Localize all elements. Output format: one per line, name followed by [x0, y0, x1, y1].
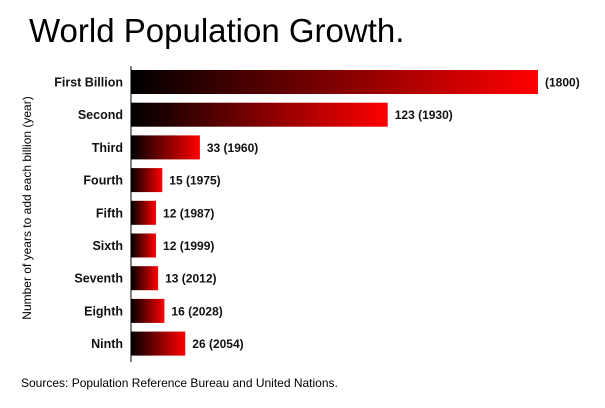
- bar: [131, 331, 186, 356]
- category-label: Fifth: [96, 206, 123, 220]
- data-label: 26 (2054): [192, 337, 243, 351]
- data-label: 12 (1987): [163, 206, 214, 220]
- category-label: Eighth: [84, 304, 123, 318]
- bar: [131, 70, 538, 94]
- data-label: 16 (2028): [171, 304, 222, 318]
- category-label: Third: [92, 141, 123, 155]
- bar: [131, 102, 388, 127]
- bar: [131, 233, 157, 258]
- bar: [131, 168, 163, 193]
- data-label: 33 (1960): [207, 141, 258, 155]
- category-label: Ninth: [91, 337, 123, 351]
- bar: [131, 298, 165, 323]
- bar: [131, 266, 159, 291]
- chart-title: World Population Growth.: [29, 12, 405, 49]
- bar: [131, 135, 200, 160]
- category-label: Seventh: [74, 272, 123, 286]
- data-label: 123 (1930): [395, 108, 453, 122]
- category-label: Sixth: [92, 239, 123, 253]
- bar: [131, 200, 157, 225]
- source-note: Sources: Population Reference Bureau and…: [21, 376, 338, 390]
- category-label: Second: [78, 108, 123, 122]
- data-label: 15 (1975): [169, 174, 220, 188]
- data-label: (1800): [545, 76, 580, 90]
- data-label: 13 (2012): [165, 272, 216, 286]
- category-label: Fourth: [83, 174, 123, 188]
- data-label: 12 (1999): [163, 239, 214, 253]
- category-label: First Billion: [54, 76, 123, 90]
